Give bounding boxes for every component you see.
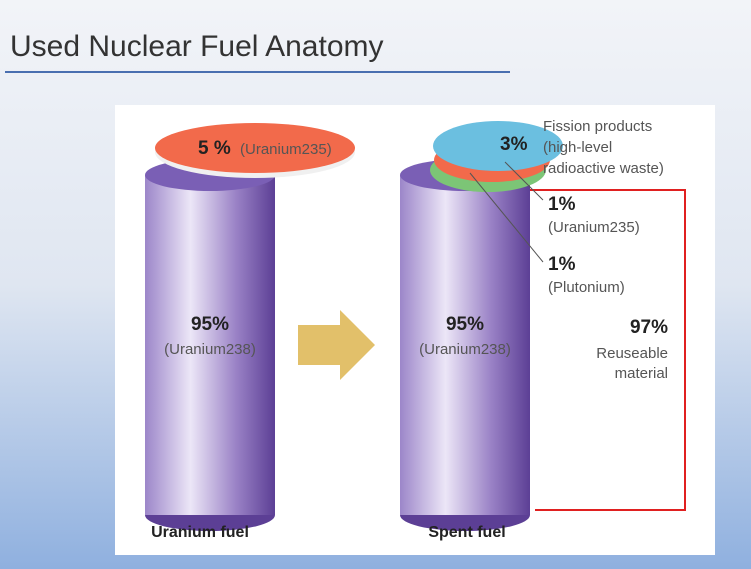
reusable-bracket: [530, 189, 686, 511]
u235-percent: 1%: [548, 194, 576, 215]
pu-name: (Plutonium): [548, 279, 625, 296]
fresh-cylinder: [145, 123, 355, 531]
pu-percent: 1%: [548, 254, 576, 275]
leader: [504, 161, 544, 201]
fission-name: (high-level: [543, 139, 612, 156]
fresh-label: Uranium fuel: [151, 524, 249, 541]
spent-body-name: (Uranium238): [419, 341, 511, 358]
spent-label: Spent fuel: [428, 524, 505, 541]
leader: [469, 172, 544, 263]
reusable-percent: 97%: [630, 317, 668, 338]
fission-percent: 3%: [500, 134, 528, 155]
fission-name: radioactive waste): [543, 160, 664, 177]
spent-cylinder: [400, 121, 563, 531]
reusable-name: material: [615, 365, 668, 382]
fresh-top-percent: 5 %: [198, 138, 231, 159]
fresh-top-name: (Uranium235): [240, 141, 332, 158]
fission-name: Fission products: [543, 118, 652, 135]
arrow: [298, 310, 375, 380]
u235-name: (Uranium235): [548, 219, 640, 236]
reusable-name: Reuseable: [596, 345, 668, 362]
fresh-body-name: (Uranium238): [164, 341, 256, 358]
fresh-body-percent: 95%: [191, 314, 229, 335]
title: Used Nuclear Fuel Anatomy: [10, 30, 384, 63]
spent-body-percent: 95%: [446, 314, 484, 335]
